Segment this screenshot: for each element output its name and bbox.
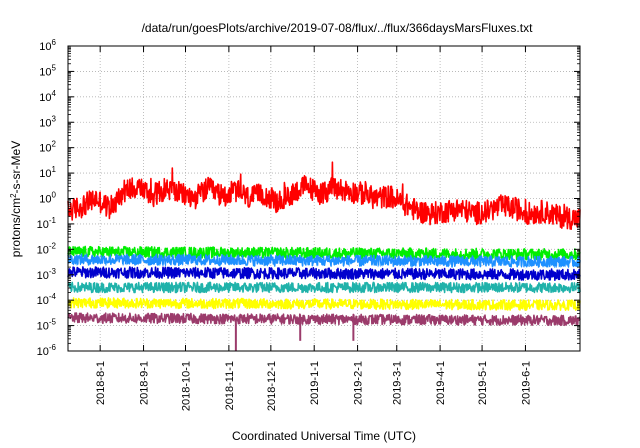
y-tick-label-base: 10 (39, 92, 51, 104)
series-line-channel-3 (67, 253, 581, 269)
y-tick-label-exp: 1 (52, 165, 57, 174)
x-tick-labels: 2018-8-1 2018-9-1 2018-10-1 2018-11-1 2018-1… (95, 361, 532, 411)
y-tick-label: 10-3 (37, 267, 57, 282)
y-tick-label: 10-1 (37, 216, 57, 231)
y-tick-label: 10-5 (37, 318, 57, 333)
x-tick-label: 2018-8-1 (95, 361, 107, 405)
series-line-channel-1 (67, 161, 581, 230)
y-tick-label: 100 (39, 191, 56, 206)
y-tick-label-exp: -2 (49, 241, 57, 250)
y-tick-label-exp: 3 (52, 114, 57, 123)
series-line-channel-7 (67, 297, 581, 311)
y-tick-label-exp: 6 (52, 38, 57, 47)
y-tick-label: 10-6 (37, 343, 57, 358)
series-line-channel-4 (67, 263, 581, 274)
y-tick-label: 10-2 (37, 241, 57, 256)
y-tick-label-exp: -5 (49, 318, 57, 327)
series-line-channel-5 (67, 266, 581, 281)
x-tick-label: 2019-6-1 (520, 361, 532, 405)
y-tick-label-base: 10 (37, 244, 49, 256)
y-tick-label-exp: 4 (52, 89, 57, 98)
y-tick-label-base: 10 (39, 143, 51, 155)
y-tick-label-exp: -1 (49, 216, 57, 225)
y-tick-labels: 10-610-510-410-310-210-11001011021031041… (37, 38, 57, 358)
y-tick-label-exp: -6 (49, 343, 57, 352)
series-layer (67, 161, 581, 351)
y-tick-label: 106 (39, 38, 56, 53)
y-axis-label-sup: 2 (9, 193, 18, 198)
y-tick-label: 104 (39, 89, 56, 104)
x-tick-label: 2019-2-1 (353, 361, 365, 405)
x-tick-label: 2019-3-1 (392, 361, 404, 405)
y-tick-label-base: 10 (39, 168, 51, 180)
y-tick-label-exp: 5 (52, 63, 57, 72)
y-tick-label-exp: -4 (49, 292, 57, 301)
y-axis-label: protons/cm2-s-sr-MeV (9, 141, 23, 257)
y-tick-label-base: 10 (37, 346, 49, 358)
x-tick-label: 2019-4-1 (435, 361, 447, 405)
x-tick-label: 2019-5-1 (477, 361, 489, 405)
x-axis-label: Coordinated Universal Time (UTC) (232, 429, 416, 443)
series-line-channel-6 (67, 281, 581, 294)
y-tick-label-base: 10 (39, 194, 51, 206)
y-tick-label-exp: -3 (49, 267, 57, 276)
y-axis-label-base: protons/cm (9, 198, 23, 257)
y-tick-label: 103 (39, 114, 56, 129)
y-tick-label-exp: 0 (52, 191, 57, 200)
y-tick-label-base: 10 (39, 66, 51, 78)
y-tick-label-base: 10 (39, 117, 51, 129)
series-line-channel-2 (67, 245, 581, 261)
y-tick-label-base: 10 (37, 295, 49, 307)
x-tick-label: 2019-1-1 (309, 361, 321, 405)
x-tick-label: 2018-11-1 (224, 361, 236, 410)
y-tick-label-base: 10 (37, 270, 49, 282)
y-tick-label-base: 10 (37, 219, 49, 231)
x-tick-label: 2018-12-1 (266, 361, 278, 411)
x-tick-label: 2018-10-1 (181, 361, 193, 411)
x-tick-label: 2018-9-1 (139, 361, 151, 405)
y-axis-label-rest: -s-sr-MeV (9, 141, 23, 194)
y-tick-label-exp: 2 (52, 140, 57, 149)
y-tick-label: 10-4 (37, 292, 57, 307)
y-tick-label: 102 (39, 140, 56, 155)
chart-title: /data/run/goesPlots/archive/2019-07-08/f… (142, 21, 534, 35)
ticks (68, 45, 580, 352)
series-line-channel-8 (67, 312, 581, 327)
y-tick-label-base: 10 (37, 321, 49, 333)
y-tick-label: 101 (39, 165, 56, 180)
y-tick-label: 105 (39, 63, 56, 78)
y-tick-label-base: 10 (39, 41, 51, 53)
